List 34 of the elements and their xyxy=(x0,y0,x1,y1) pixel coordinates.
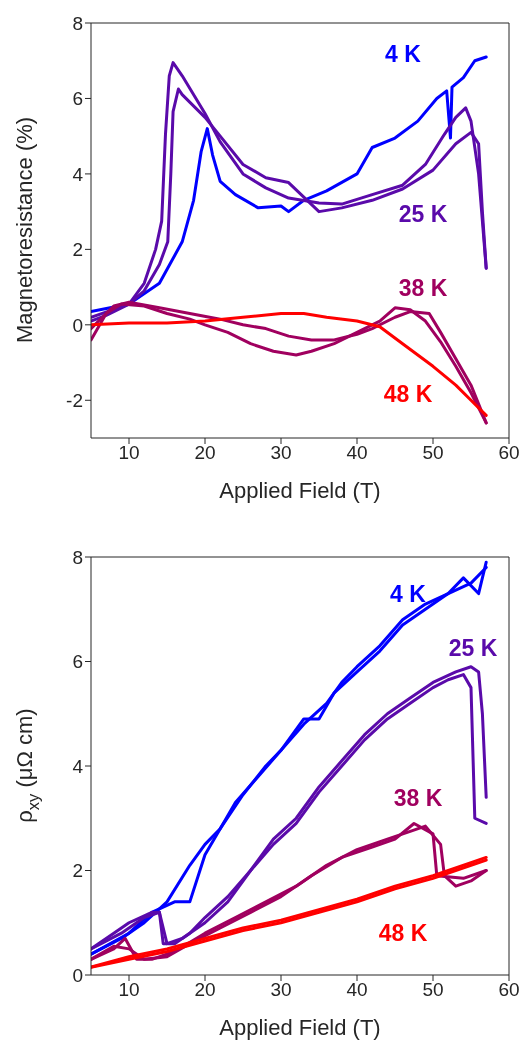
x-axis-title: Applied Field (T) xyxy=(219,1015,381,1040)
y-tick-label: 4 xyxy=(72,755,84,777)
y-tick-label: 0 xyxy=(72,314,83,336)
y-tick-label: 2 xyxy=(72,239,83,261)
x-tick-label: 40 xyxy=(346,442,368,464)
series-label: 38 K xyxy=(393,785,443,812)
series-label: 48 K xyxy=(378,920,428,947)
y-tick-label: 2 xyxy=(72,860,83,882)
x-tick-label: 50 xyxy=(422,979,444,1001)
y-axis-title: Magnetoresistance (%) xyxy=(11,116,37,344)
series-label: 38 K xyxy=(398,275,448,302)
y-tick-label: 6 xyxy=(72,651,83,673)
series-label: 48 K xyxy=(383,381,433,408)
x-tick-label: 40 xyxy=(346,979,368,1001)
series-label: 4 K xyxy=(390,581,427,608)
x-tick-label: 60 xyxy=(498,442,520,464)
series-label: 25 K xyxy=(398,201,448,228)
x-axis-title: Applied Field (T) xyxy=(219,478,381,503)
y-tick-label: 8 xyxy=(72,546,83,568)
x-tick-label: 10 xyxy=(118,442,140,464)
series-label: 25 K xyxy=(448,635,498,662)
x-tick-label: 30 xyxy=(270,979,292,1001)
y-tick-label: 0 xyxy=(72,964,83,986)
x-tick-label: 20 xyxy=(194,979,216,1001)
y-tick-label: 4 xyxy=(72,163,84,185)
x-tick-label: 20 xyxy=(194,442,216,464)
series-label: 4 K xyxy=(385,41,422,68)
y-tick-label: 6 xyxy=(72,88,83,110)
x-tick-label: 60 xyxy=(498,979,520,1001)
x-tick-label: 50 xyxy=(422,442,444,464)
x-tick-label: 10 xyxy=(118,979,140,1001)
y-tick-label: -2 xyxy=(66,390,83,412)
x-tick-label: 30 xyxy=(270,442,292,464)
y-tick-label: 8 xyxy=(72,12,83,34)
